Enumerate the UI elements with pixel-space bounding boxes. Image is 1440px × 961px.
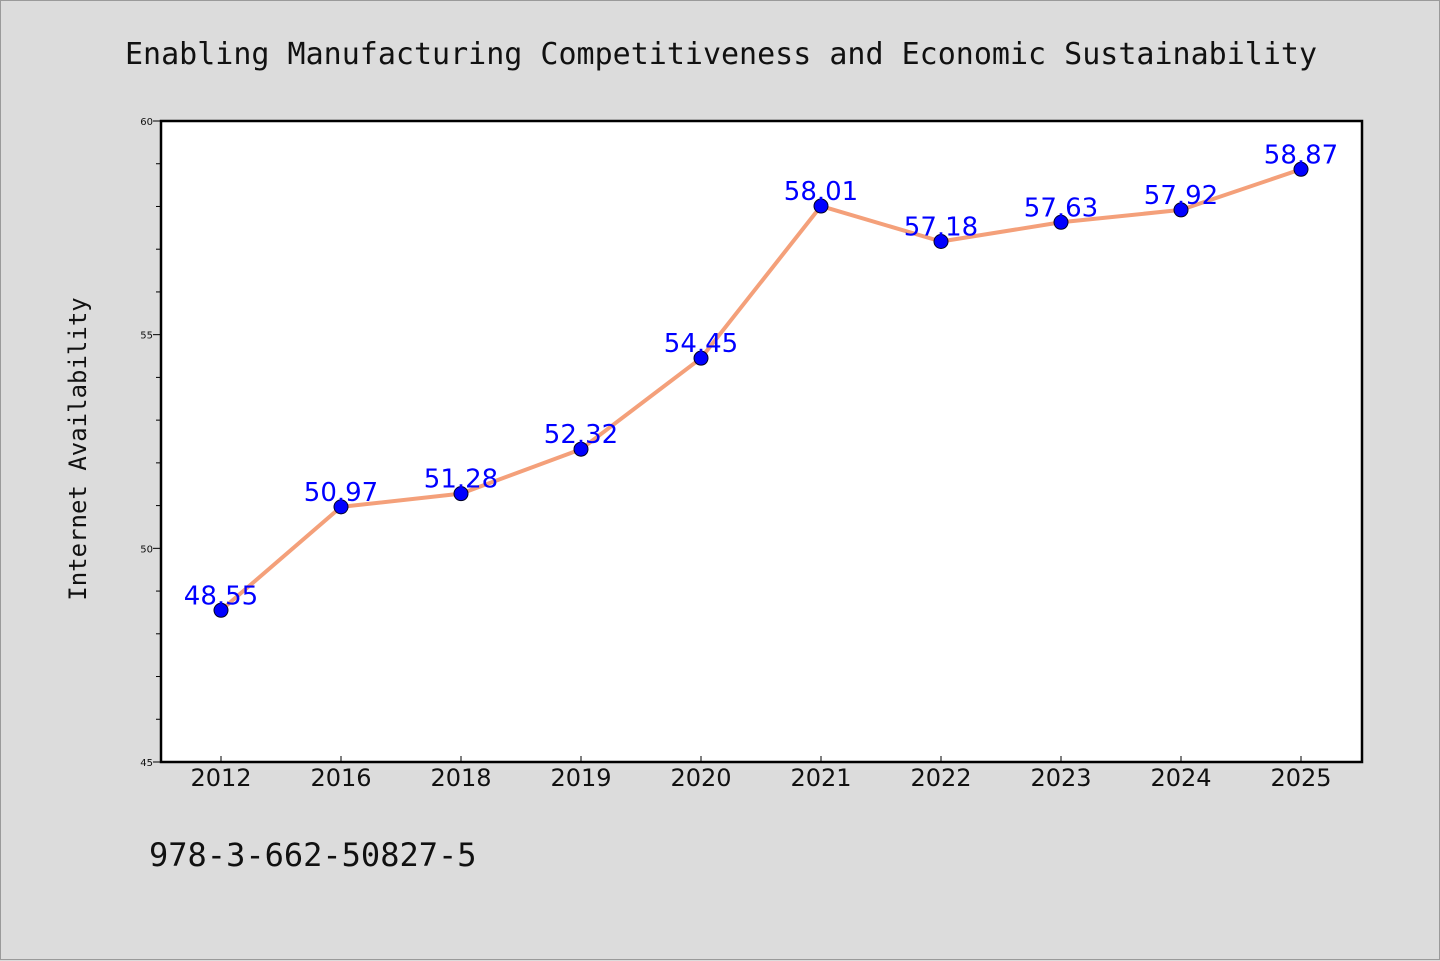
x-tick-label: 2020 xyxy=(670,764,731,792)
data-label: 51.28 xyxy=(424,465,498,495)
data-label-layer: 48.55 50.97 51.28 52.32 54.45 58.01 57.18 57.63… xyxy=(184,140,1338,611)
x-tick-label: 2023 xyxy=(1030,764,1091,792)
series-layer xyxy=(213,161,1309,618)
data-label: 57.18 xyxy=(904,213,978,243)
footer-isbn: 978-3-662-50827-5 xyxy=(149,836,477,874)
x-axis: 2012 2016 2018 2019 2020 2021 2022 2023 2024 2025 xyxy=(190,756,1332,792)
x-tick-label: 2022 xyxy=(910,764,971,792)
data-label: 58.01 xyxy=(784,177,858,207)
chart-title: Enabling Manufacturing Competitiveness a… xyxy=(125,37,1317,72)
data-label: 48.55 xyxy=(184,581,258,611)
plot-area xyxy=(159,119,1364,764)
data-point xyxy=(1293,161,1309,177)
x-tick-label: 2025 xyxy=(1270,764,1331,792)
data-label: 50.97 xyxy=(304,478,378,508)
data-point xyxy=(933,234,949,250)
data-point xyxy=(1053,214,1069,230)
y-tick-label: 60 xyxy=(140,117,153,128)
y-tick-label: 45 xyxy=(140,758,153,769)
x-tick-label: 2019 xyxy=(550,764,611,792)
data-point xyxy=(213,602,229,618)
data-point xyxy=(1173,202,1189,218)
series-line xyxy=(219,167,1303,613)
data-label: 54.45 xyxy=(664,329,738,359)
x-tick-label: 2024 xyxy=(1150,764,1211,792)
x-tick-label: 2016 xyxy=(310,764,371,792)
x-tick-label: 2018 xyxy=(430,764,491,792)
x-tick-label: 2021 xyxy=(790,764,851,792)
y-tick-label: 55 xyxy=(140,331,153,342)
y-axis-label: Internet Availability xyxy=(64,297,92,600)
data-point xyxy=(573,441,589,457)
x-tick-label: 2012 xyxy=(190,764,251,792)
data-point xyxy=(813,198,829,214)
data-label: 57.92 xyxy=(1144,181,1218,211)
data-label: 52.32 xyxy=(544,420,618,450)
data-point xyxy=(693,350,709,366)
data-point xyxy=(333,499,349,515)
data-label: 58.87 xyxy=(1264,140,1338,170)
data-label: 57.63 xyxy=(1024,193,1098,223)
y-tick-label: 50 xyxy=(140,544,153,555)
y-axis: 45 50 55 60 xyxy=(140,117,161,769)
data-point xyxy=(453,486,469,502)
